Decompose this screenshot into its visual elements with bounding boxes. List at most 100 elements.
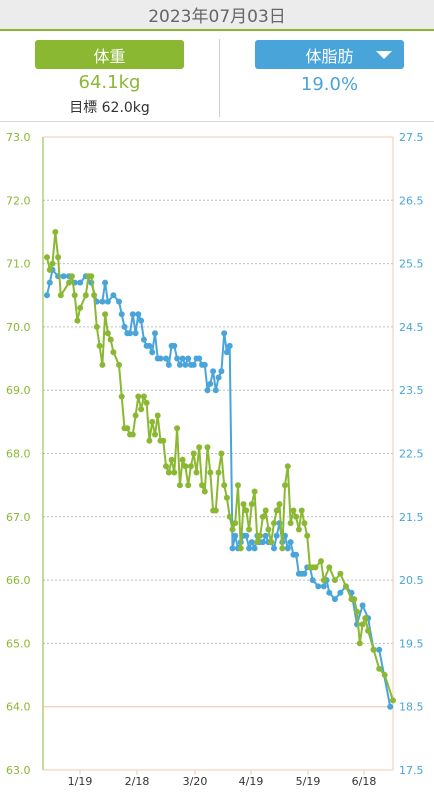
weight-point [160, 437, 167, 444]
left-axis-tick-label: 72.0 [6, 194, 31, 207]
body-fat-point [331, 596, 338, 603]
body-fat-point [248, 539, 255, 546]
summary-panel: 体重 64.1kg 目標 62.0kg 体脂肪 19.0% [0, 31, 434, 122]
weight-point [116, 361, 122, 368]
weight-point [110, 349, 117, 356]
body-fat-point [326, 589, 333, 596]
weight-point [254, 539, 261, 546]
weight-point [287, 520, 294, 527]
weight-point [229, 526, 236, 533]
weight-point [96, 342, 103, 349]
body-fat-point [215, 374, 222, 381]
body-fat-point [104, 298, 111, 305]
date-header[interactable]: 2023年07月03日 [0, 0, 434, 31]
weight-point [301, 520, 308, 527]
weight-point [182, 463, 189, 470]
right-axis-tick-label: 26.5 [399, 194, 424, 207]
body-fat-point [212, 387, 219, 394]
weight-point [44, 254, 50, 261]
weight-point [376, 665, 383, 672]
body-fat-point [309, 577, 316, 584]
body-fat-point [157, 355, 164, 362]
body-fat-point [229, 545, 236, 552]
weight-point [190, 450, 197, 457]
body-fat-point [246, 545, 253, 552]
weight-point [176, 482, 183, 489]
body-fat-point [44, 292, 50, 299]
left-axis-tick-label: 71.0 [6, 258, 31, 271]
weight-point [237, 545, 244, 552]
body-fat-point [271, 545, 277, 552]
x-axis-tick-label: 3/20 [183, 775, 208, 788]
right-axis-tick-label: 19.5 [399, 637, 424, 650]
body-fat-point [210, 368, 217, 375]
body-fat-tab-label: 体脂肪 [305, 46, 354, 66]
weight-point [390, 697, 396, 704]
weight-point [381, 672, 388, 678]
weight-point [66, 279, 73, 286]
weight-point [179, 456, 186, 463]
weight-point [243, 507, 250, 514]
weight-point [93, 323, 100, 330]
weight-point [201, 488, 208, 495]
weight-point [46, 266, 53, 273]
body-fat-point [284, 545, 291, 552]
weight-point [226, 513, 233, 520]
body-fat-point [223, 349, 230, 356]
weight-point [356, 640, 363, 647]
weight-point [107, 336, 114, 343]
weight-point [102, 311, 109, 318]
weight-fat-chart[interactable]: 73.0 72.0 71.0 70.0 69.0 68.0 67.0 66.0 65.0 64.0… [0, 121, 434, 794]
body-fat-point [226, 342, 233, 349]
body-fat-point [301, 570, 308, 577]
weight-point [77, 304, 84, 311]
body-fat-point [102, 279, 109, 286]
body-fat-point [165, 361, 172, 368]
weight-point [279, 545, 286, 552]
weight-point [215, 469, 222, 476]
weight-tab-button[interactable]: 体重 [35, 40, 184, 69]
weight-point [312, 564, 319, 571]
weight-point [354, 608, 360, 615]
body-fat-point [204, 387, 211, 394]
body-fat-point [320, 583, 327, 590]
caret-down-icon [376, 51, 392, 59]
body-fat-point [376, 646, 383, 653]
body-fat-point [135, 311, 142, 318]
body-fat-point [232, 532, 239, 539]
body-fat-point [182, 361, 189, 368]
body-fat-point [337, 589, 344, 596]
right-axis-tick-label: 18.5 [399, 701, 424, 714]
left-axis-tick-label: 69.0 [6, 384, 31, 397]
body-fat-point [99, 298, 106, 305]
weight-value: 64.1kg [78, 72, 141, 93]
right-axis-tick-label: 27.5 [399, 131, 424, 144]
right-axis-tick-label: 22.5 [399, 448, 424, 461]
weight-point [218, 450, 225, 457]
weight-point [257, 532, 264, 539]
weight-point [304, 532, 311, 539]
body-fat-point [218, 368, 225, 375]
right-axis-tick-label: 24.5 [399, 321, 424, 334]
body-fat-point [60, 273, 67, 280]
body-fat-point [174, 355, 181, 362]
body-fat-point [46, 279, 53, 286]
body-fat-point [201, 361, 208, 368]
weight-point [88, 273, 95, 280]
weight-goal: 目標 62.0kg [69, 100, 150, 116]
weight-point [342, 583, 349, 590]
weight-point [193, 469, 200, 476]
left-axis-tick-label: 68.0 [6, 448, 31, 461]
weight-point [146, 437, 153, 444]
weight-point [204, 444, 211, 451]
body-fat-point [243, 532, 250, 539]
weight-point [140, 393, 147, 400]
body-fat-point [116, 298, 122, 305]
body-fat-dropdown-button[interactable]: 体脂肪 [255, 40, 404, 69]
body-fat-point [293, 551, 300, 558]
weight-point [49, 260, 56, 267]
weight-point [135, 393, 142, 400]
body-fat-point [129, 311, 136, 318]
body-fat-point [152, 330, 158, 337]
weight-tab-label: 体重 [93, 46, 126, 66]
